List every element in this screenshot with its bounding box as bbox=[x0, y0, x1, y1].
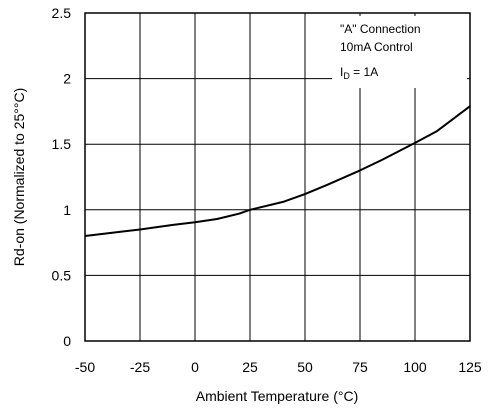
y-tick-label-3: 1.5 bbox=[52, 136, 72, 152]
y-tick-label-5: 2.5 bbox=[52, 5, 72, 21]
series-line-0 bbox=[84, 105, 471, 237]
y-axis-title: Rd-on (Normalized to 25°°C) bbox=[11, 88, 27, 266]
x-axis-title: Ambient Temperature (°C) bbox=[196, 388, 359, 404]
annotation-current-symbol: I bbox=[340, 65, 343, 79]
x-tick-label-3: 25 bbox=[242, 359, 258, 375]
x-tick-label-6: 100 bbox=[403, 359, 427, 375]
y-tick-label-4: 2 bbox=[63, 71, 71, 87]
y-tick-label-2: 1 bbox=[63, 202, 71, 218]
annotation-background bbox=[332, 16, 467, 88]
x-tick-label-0: -50 bbox=[75, 359, 95, 375]
x-tick-label-2: 0 bbox=[191, 359, 199, 375]
y-tick-label-0: 0 bbox=[63, 333, 71, 349]
y-tick-labels: 0 0.5 1 1.5 2 2.5 bbox=[52, 5, 72, 349]
series-lines bbox=[84, 105, 471, 237]
x-tick-label-7: 125 bbox=[458, 359, 482, 375]
x-tick-label-5: 75 bbox=[352, 359, 368, 375]
y-tick-label-1: 0.5 bbox=[52, 267, 72, 283]
plot-area-frame bbox=[84, 12, 471, 342]
annotation-current-subscript: D bbox=[343, 71, 350, 81]
annotation-line-2: 10mA Control bbox=[340, 40, 413, 54]
x-tick-label-1: -25 bbox=[130, 359, 150, 375]
annotation-line-1: "A" Connection bbox=[340, 22, 421, 36]
annotation-current-value: = 1A bbox=[350, 65, 378, 79]
x-tick-labels: -50 -25 0 25 50 75 100 125 bbox=[75, 359, 482, 375]
x-tick-label-4: 50 bbox=[297, 359, 313, 375]
annotation-box: "A" Connection 10mA Control ID = 1A bbox=[332, 16, 467, 88]
annotation-line-3: ID = 1A bbox=[340, 65, 378, 81]
